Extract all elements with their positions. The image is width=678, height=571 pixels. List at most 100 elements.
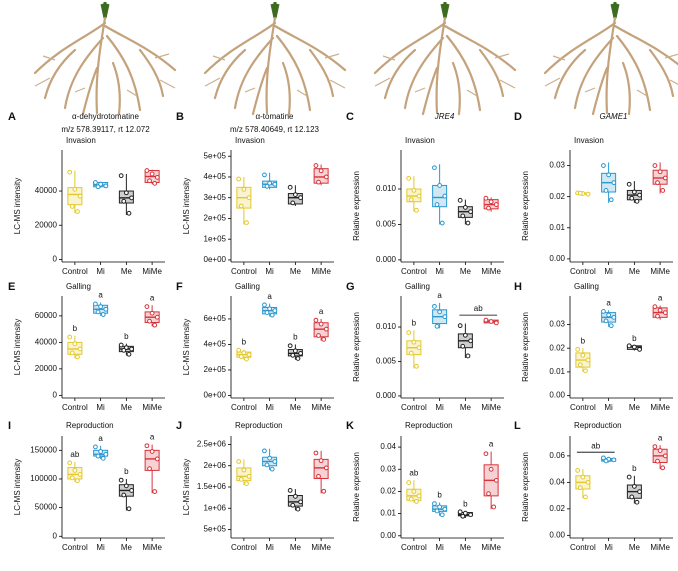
- data-point: [601, 163, 606, 168]
- x-tick-label: MiMe: [650, 543, 670, 552]
- data-point: [103, 183, 109, 189]
- data-point: [434, 202, 440, 207]
- data-point: [244, 481, 249, 487]
- data-point: [460, 343, 466, 349]
- significance-letter: a: [98, 434, 103, 443]
- y-tick-label: 0.01: [549, 223, 565, 232]
- x-tick-label: Control: [62, 267, 88, 276]
- data-point: [483, 451, 489, 457]
- data-point: [493, 320, 499, 326]
- data-point: [144, 168, 150, 173]
- y-tick-label: 20000: [35, 220, 58, 229]
- data-point: [264, 310, 270, 315]
- data-point: [154, 314, 160, 320]
- data-point: [416, 345, 422, 351]
- data-point: [321, 488, 327, 494]
- stage-label: Reproduction: [574, 421, 622, 430]
- data-point: [411, 489, 417, 494]
- panel-title: m/z 578.40649, rt 12.123: [230, 125, 320, 134]
- data-point: [432, 501, 437, 507]
- y-tick-label: 50000: [35, 503, 58, 512]
- data-point: [316, 473, 321, 479]
- y-tick-label: 1e+06: [204, 503, 227, 512]
- data-point: [611, 180, 617, 186]
- data-point: [298, 195, 303, 201]
- data-point: [67, 334, 73, 340]
- panel-letter: I: [8, 420, 11, 432]
- data-point: [123, 483, 129, 489]
- y-axis-label: LC-MS intensity: [13, 178, 22, 234]
- data-point: [262, 172, 267, 178]
- x-tick-label: Control: [231, 267, 257, 276]
- data-point: [72, 186, 78, 192]
- data-point: [264, 183, 270, 189]
- x-tick-label: Control: [401, 543, 427, 552]
- data-point: [121, 347, 127, 353]
- data-point: [316, 333, 321, 338]
- data-point: [606, 172, 612, 178]
- significance-letter: b: [437, 491, 442, 500]
- data-point: [652, 304, 658, 310]
- data-point: [462, 510, 468, 516]
- data-point: [126, 351, 132, 357]
- x-tick-label: Me: [460, 267, 472, 276]
- data-point: [95, 309, 101, 315]
- y-axis-label: LC-MS intensity: [13, 319, 22, 375]
- data-point: [98, 304, 104, 309]
- stage-label: Invasion: [405, 136, 435, 145]
- x-tick-label: Me: [121, 267, 133, 276]
- data-point: [154, 456, 160, 462]
- data-point: [93, 301, 98, 307]
- root-illustration: [203, 0, 347, 116]
- data-point: [264, 462, 270, 468]
- data-point: [439, 220, 445, 226]
- significance-letter: ab: [409, 468, 418, 477]
- data-point: [236, 459, 242, 464]
- significance-letter: ab: [474, 304, 483, 313]
- data-point: [77, 471, 83, 477]
- y-tick-label: 0.02: [549, 343, 565, 352]
- data-point: [292, 192, 298, 197]
- data-point: [416, 193, 422, 199]
- data-point: [585, 191, 591, 197]
- data-point: [442, 506, 448, 512]
- data-point: [118, 477, 124, 483]
- y-tick-label: 5e+05: [204, 151, 227, 160]
- data-point: [103, 451, 109, 457]
- y-axis-label: LC-MS intensity: [182, 319, 191, 375]
- y-axis-label: Relative expression: [521, 312, 530, 382]
- x-tick-label: Me: [460, 403, 472, 412]
- significance-letter: b: [463, 500, 468, 509]
- x-tick-label: MiMe: [142, 267, 162, 276]
- significance-letter: a: [658, 294, 663, 303]
- panel-letter: D: [514, 111, 522, 123]
- panel-letter: F: [176, 281, 183, 293]
- data-point: [295, 506, 301, 512]
- data-point: [246, 195, 252, 201]
- data-point: [149, 171, 155, 177]
- y-tick-label: 0.000: [376, 391, 397, 400]
- data-point: [483, 317, 489, 323]
- y-axis-label: LC-MS intensity: [182, 178, 191, 234]
- data-point: [238, 354, 244, 359]
- data-point: [408, 197, 414, 203]
- data-point: [241, 350, 247, 356]
- significance-letter: b: [632, 334, 637, 343]
- x-tick-label: Mi: [435, 403, 444, 412]
- data-point: [608, 197, 614, 203]
- stage-label: Galling: [405, 282, 430, 291]
- data-point: [611, 314, 617, 320]
- data-point: [129, 195, 134, 201]
- data-point: [77, 193, 83, 199]
- x-tick-label: Mi: [265, 543, 274, 552]
- stage-label: Reproduction: [405, 421, 453, 430]
- y-tick-label: 0: [53, 531, 58, 540]
- x-tick-label: Mi: [604, 543, 613, 552]
- data-point: [432, 165, 437, 171]
- x-tick-label: Me: [290, 543, 302, 552]
- data-point: [457, 197, 463, 203]
- data-point: [634, 198, 640, 204]
- data-point: [603, 188, 609, 193]
- panel-letter: B: [176, 111, 184, 123]
- y-tick-label: 100000: [30, 474, 57, 483]
